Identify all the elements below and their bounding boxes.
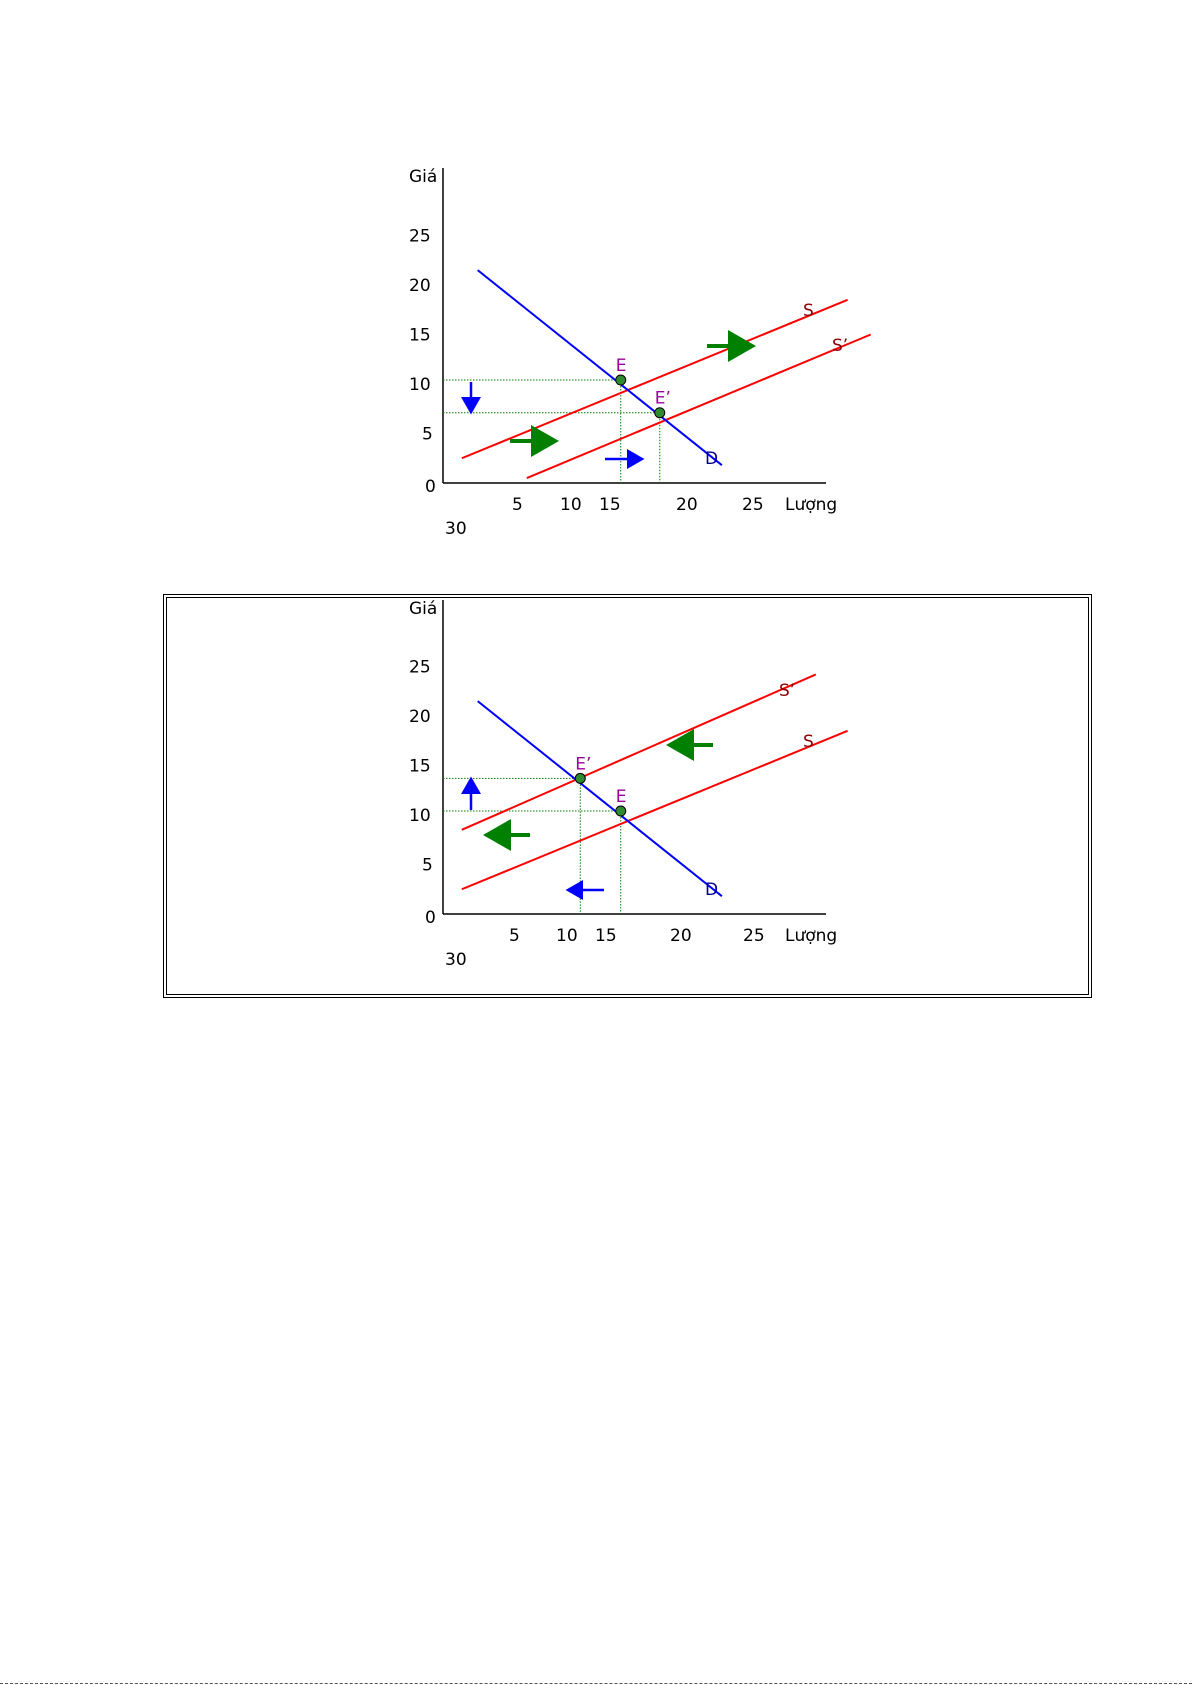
c2-series-line-supply-1: [461, 729, 848, 891]
c1-y-tick-label: 15: [409, 326, 431, 346]
c2-y-tick-label: 0: [425, 908, 436, 928]
c2-series-label: S: [803, 732, 814, 752]
supply-shift-left-chart: Giá Lượng 0 5 10 15 20 25 5 10 15 20 25 30 S’ S D E’ E: [409, 599, 848, 970]
c1-series-line-supply-0: [461, 298, 848, 460]
c2-x-axis-label: Lượng: [785, 926, 837, 946]
c1-x-tick-label-wrapped: 30: [445, 519, 467, 539]
c2-x-tick-label: 25: [743, 926, 765, 946]
page-bottom-rule: [0, 1683, 1192, 1684]
c2-equilibrium-point-0: [574, 772, 586, 784]
c2-y-tick-label: 20: [409, 707, 431, 727]
c1-equilibrium-label: E’: [655, 389, 671, 409]
c2-series-line-supply-0: [461, 673, 817, 831]
c1-y-tick-label: 20: [409, 276, 431, 296]
c2-x-tick-label-wrapped: 30: [445, 950, 467, 970]
c1-y-tick-label: 10: [409, 375, 431, 395]
c1-y-axis-label: Giá: [409, 167, 437, 187]
c2-equilibrium-label: E’: [575, 754, 591, 774]
c1-x-tick-label: 25: [742, 495, 764, 515]
c2-x-tick-label: 15: [595, 926, 617, 946]
c2-equilibrium-point-1: [615, 805, 627, 817]
c1-series-label: S: [803, 301, 814, 321]
c2-y-tick-label: 5: [422, 856, 433, 876]
chart-2-frame-outer: [163, 594, 1092, 998]
c1-equilibrium-label: E: [616, 356, 627, 376]
c1-x-tick-label: 5: [512, 495, 523, 515]
c1-series-label: S’: [832, 336, 848, 356]
c1-x-tick-label: 15: [599, 495, 621, 515]
c1-series-label: D: [705, 449, 718, 469]
c2-y-tick-label: 15: [409, 757, 431, 777]
c1-y-tick-label: 5: [422, 425, 433, 445]
c2-y-tick-label: 10: [409, 806, 431, 826]
c1-equilibrium-point-1: [654, 407, 666, 419]
c1-y-tick-label: 0: [425, 477, 436, 497]
c1-series-line-demand: [477, 269, 723, 466]
c2-x-tick-label: 5: [509, 926, 520, 946]
c2-equilibrium-label: E: [616, 787, 627, 807]
c2-y-axis-label: Giá: [409, 599, 437, 619]
c2-y-tick-label: 25: [409, 658, 431, 678]
c1-x-tick-label: 20: [676, 495, 698, 515]
c2-series-line-demand: [477, 700, 723, 897]
c2-x-tick-label: 20: [670, 926, 692, 946]
supply-shift-right-chart: Giá Lượng 0 5 10 15 20 25 5 10 15 20 25 30 S S’ D E E’: [409, 167, 872, 539]
c1-equilibrium-point-0: [615, 374, 627, 386]
c2-series-label: D: [705, 880, 718, 900]
c1-x-axis-label: Lượng: [785, 495, 837, 515]
c1-y-tick-label: 25: [409, 227, 431, 247]
c2-x-tick-label: 10: [556, 926, 578, 946]
c1-x-tick-label: 10: [560, 495, 582, 515]
chart-2-frame-inner: [166, 597, 1089, 995]
c2-series-label: S’: [779, 681, 795, 701]
c1-series-line-supply-1: [526, 333, 872, 479]
